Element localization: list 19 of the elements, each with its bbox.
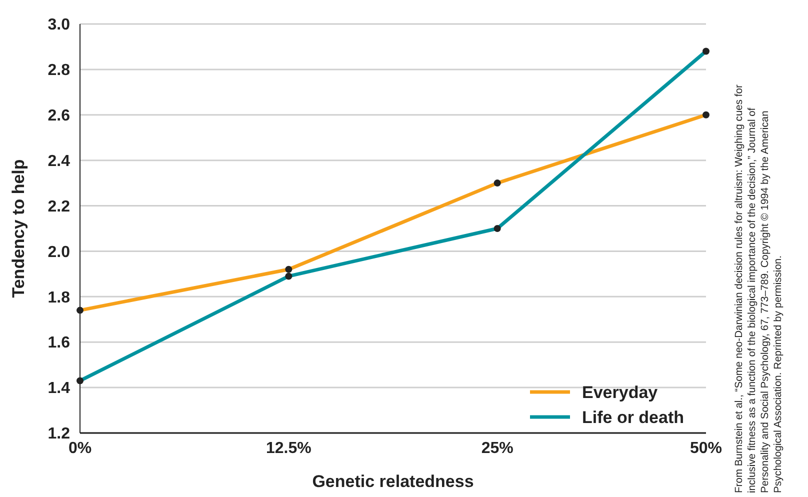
legend-label: Life or death bbox=[582, 408, 684, 427]
x-tick-label: 0% bbox=[68, 440, 92, 457]
y-tick-label: 2.6 bbox=[48, 107, 70, 124]
x-tick-label: 25% bbox=[481, 440, 514, 457]
y-tick-label: 1.4 bbox=[48, 380, 70, 398]
y-tick-label: 2.0 bbox=[48, 244, 70, 261]
y-axis-title: Tendency to help bbox=[9, 159, 28, 298]
y-tick-label: 1.8 bbox=[48, 289, 70, 306]
x-axis-title: Genetic relatedness bbox=[312, 472, 474, 491]
x-tick-label: 12.5% bbox=[266, 440, 312, 457]
y-tick-label: 2.4 bbox=[48, 152, 70, 170]
y-tick-label: 1.6 bbox=[48, 334, 70, 352]
text: From Burnstein et al., “Some neo-Darwinian decision rules for altruism: Weighing cues for inclusive fitness as a function of the biological importance of the decision,” Journal of Personality and Social Psychology, 67, 773–789. Copyright © 1994 by the American Psychological Association. Reprinted by permission. bbox=[734, 84, 784, 493]
y-tick-label: 1.2 bbox=[48, 426, 70, 443]
y-tick-label: 3.0 bbox=[48, 16, 70, 34]
y-tick-label: 2.2 bbox=[48, 198, 70, 216]
legend-label: Everyday bbox=[582, 382, 658, 402]
x-tick-label: 50% bbox=[690, 440, 722, 457]
y-tick-label: 2.8 bbox=[48, 62, 70, 80]
